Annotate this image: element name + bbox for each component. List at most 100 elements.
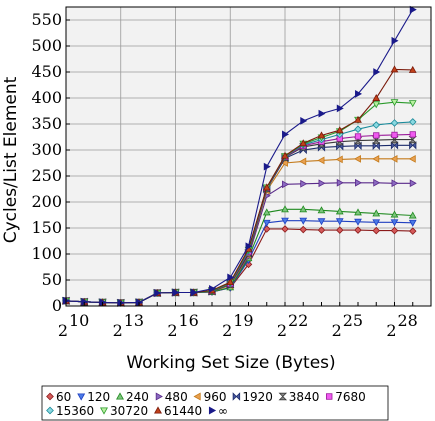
y-tick-label: 150 [31, 218, 62, 237]
legend-label: 30720 [110, 404, 148, 418]
legend-item: 30720 [100, 404, 148, 418]
x-tick-base: 2 [167, 321, 177, 340]
point [263, 162, 271, 171]
point [281, 217, 289, 225]
series-layer [61, 5, 417, 308]
x-tick-base: 2 [277, 321, 287, 340]
x-tick-label: 222 [277, 311, 309, 340]
y-tick-label: 300 [31, 140, 62, 159]
x-axis-title: Working Set Size (Bytes) [126, 353, 335, 373]
axes: 0501001502002503003504004505005502102132… [31, 10, 432, 340]
point [335, 155, 343, 164]
y-tick-label: 350 [31, 114, 62, 133]
point [355, 89, 363, 98]
point [232, 392, 241, 401]
point [335, 207, 344, 215]
point [262, 219, 271, 227]
point [336, 104, 344, 113]
x-tick-power: 19 [233, 311, 253, 330]
x-tick-base: 2 [332, 321, 342, 340]
point [354, 115, 362, 123]
point [335, 126, 344, 134]
point [299, 139, 308, 147]
legend-label: 7680 [335, 390, 366, 404]
x-tick-label: 219 [222, 311, 254, 340]
point [280, 159, 288, 167]
point [408, 118, 417, 126]
legend-item: 7680 [325, 390, 366, 404]
y-tick-label: 0 [52, 296, 62, 315]
point [409, 131, 416, 138]
point [335, 218, 344, 226]
point [409, 141, 417, 150]
point [408, 65, 417, 73]
legend-label: 960 [204, 390, 227, 404]
legend-label: 120 [87, 390, 110, 404]
point [155, 392, 163, 401]
point [409, 5, 417, 14]
point [299, 205, 308, 213]
point [354, 133, 362, 140]
x-tick-base: 2 [222, 321, 232, 340]
point [408, 211, 417, 219]
legend-item: 3840 [278, 390, 319, 404]
legend-item: 1920 [232, 390, 273, 404]
point [391, 36, 399, 45]
point [116, 392, 124, 400]
legend-label: 15360 [56, 404, 94, 418]
x-tick-power: 25 [343, 311, 363, 330]
x-tick-power: 13 [124, 311, 144, 330]
grid [65, 7, 431, 307]
point [318, 109, 326, 118]
point [300, 179, 308, 188]
point [245, 242, 253, 251]
point [354, 218, 362, 226]
point [154, 406, 162, 414]
point [154, 289, 162, 297]
point [373, 178, 381, 187]
point [372, 101, 381, 109]
y-tick-label: 250 [31, 166, 62, 185]
point [318, 179, 326, 188]
x-tick-power: 16 [179, 311, 199, 330]
legend-label: 480 [165, 390, 188, 404]
point [77, 393, 86, 401]
point [373, 68, 381, 76]
y-tick-label: 500 [31, 36, 62, 55]
legend-item: 480 [155, 390, 188, 404]
point [372, 226, 381, 235]
point [355, 178, 363, 187]
point [372, 219, 381, 227]
legend-item: 960 [193, 390, 227, 404]
point [172, 288, 180, 297]
x-tick-label: 225 [332, 311, 364, 340]
point [282, 130, 290, 139]
point [372, 154, 380, 163]
point [373, 132, 380, 139]
point [390, 226, 399, 235]
point [390, 141, 399, 150]
y-tick-label: 200 [31, 192, 62, 211]
point [281, 205, 289, 213]
x-tick-base: 2 [58, 321, 68, 340]
legend-label: 1920 [242, 390, 273, 404]
x-tick-base: 2 [386, 321, 396, 340]
point [372, 209, 381, 217]
point [408, 154, 416, 163]
legend-label: 240 [126, 390, 149, 404]
point [317, 226, 326, 234]
point [46, 392, 54, 401]
x-tick-power: 22 [288, 311, 308, 330]
point [300, 117, 308, 125]
point [391, 131, 398, 139]
legend-label: 61440 [164, 404, 202, 418]
point [209, 284, 217, 293]
point [317, 218, 326, 226]
x-tick-power: 28 [398, 311, 418, 330]
point [390, 99, 399, 107]
legend-item: 240 [116, 390, 149, 404]
legend-label: ∞ [218, 404, 228, 418]
point [227, 273, 235, 282]
point [390, 119, 399, 127]
point [282, 180, 290, 189]
